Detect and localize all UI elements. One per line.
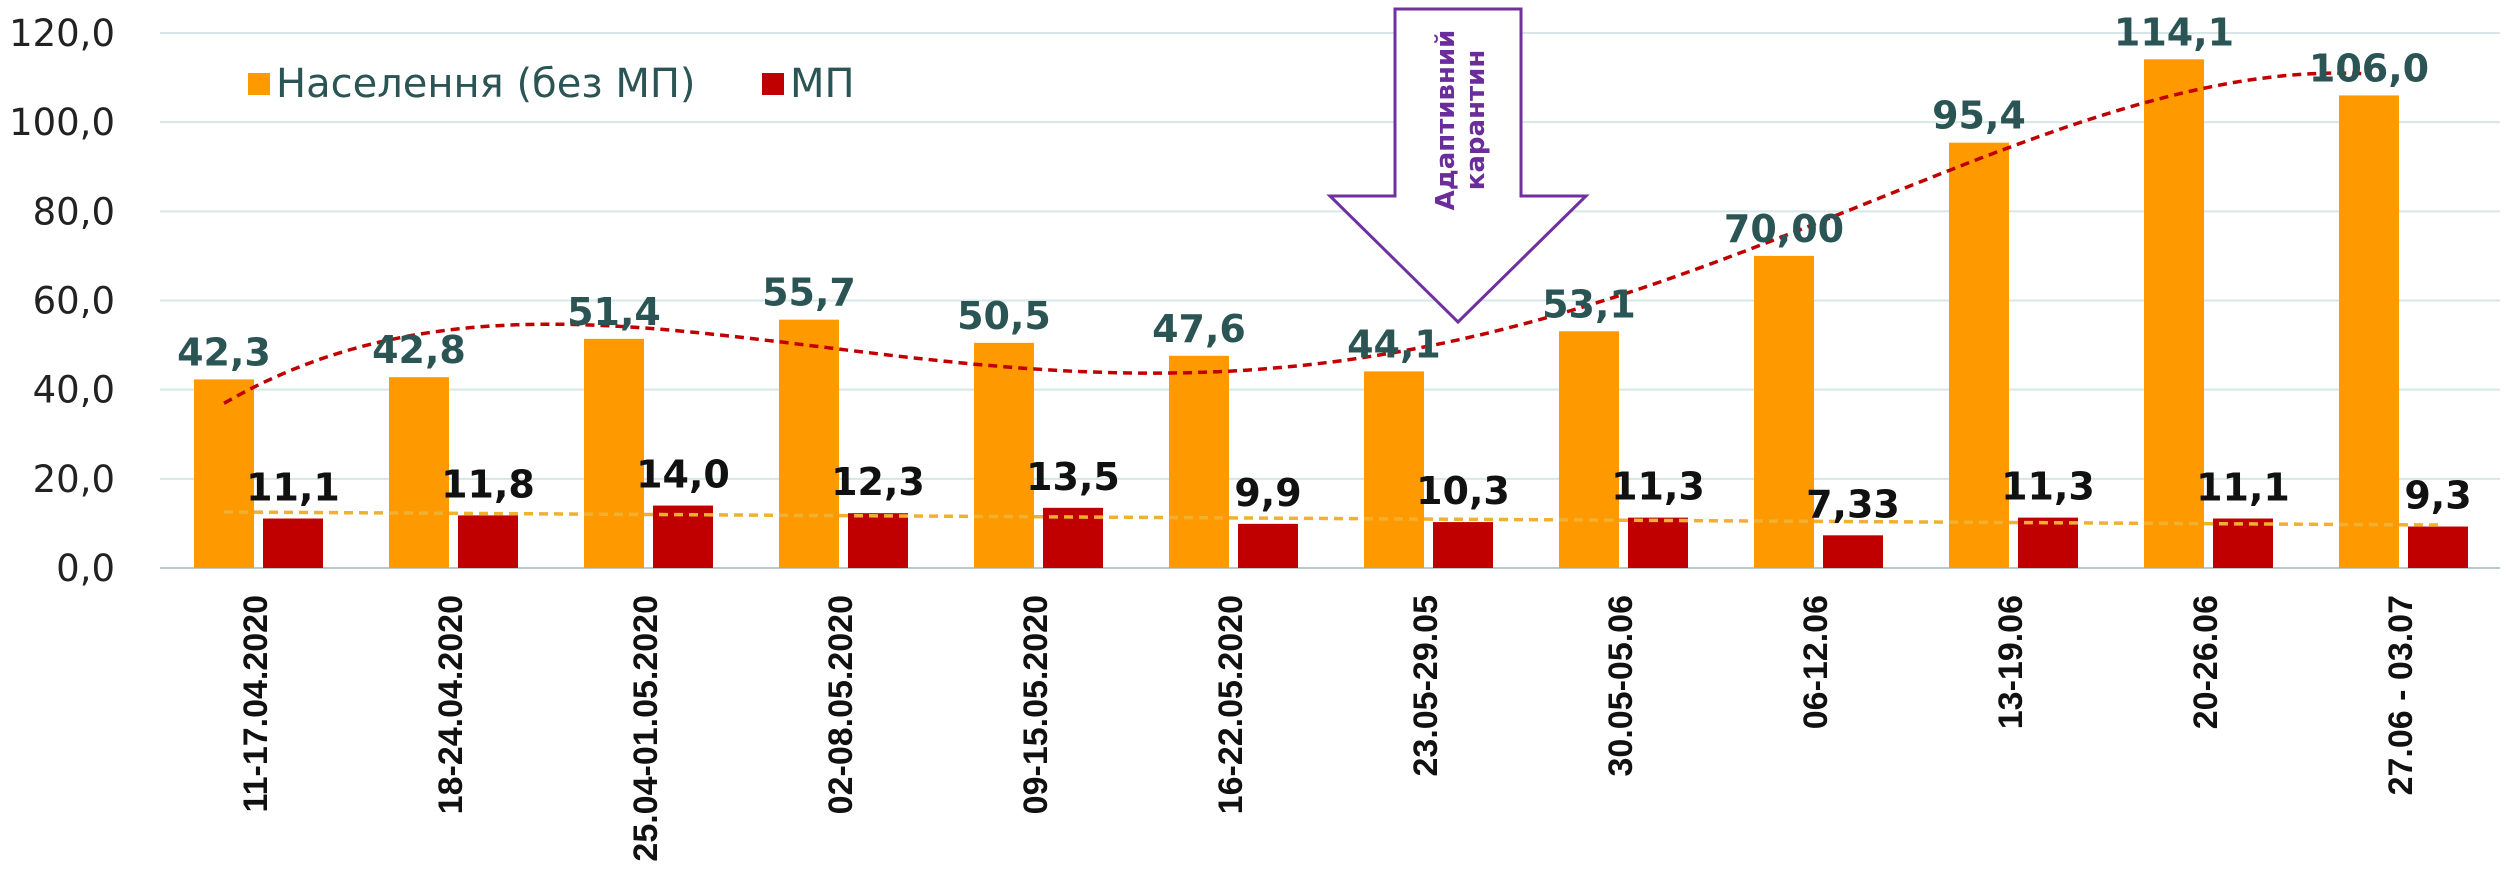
bar-population	[2144, 59, 2204, 568]
annotation-text: Адаптивнийкарантин	[1431, 30, 1491, 211]
legend-swatch-mp	[762, 73, 784, 95]
x-tick-label: 27.06 - 03.07	[2382, 595, 2420, 795]
data-label-mp: 14,0	[636, 453, 730, 497]
data-label-mp: 7,33	[1806, 482, 1900, 526]
data-label-population: 53,1	[1542, 282, 1636, 326]
legend: Населення (без МП) МП	[248, 61, 855, 107]
data-label-mp: 11,3	[1611, 465, 1705, 509]
x-tick-label: 18-24.04.2020	[432, 595, 470, 814]
x-tick-label: 30.05-05.06	[1602, 595, 1640, 777]
y-tick-label: 100,0	[9, 101, 115, 144]
x-tick-label: 11-17.04.2020	[237, 595, 275, 812]
data-label-mp: 10,3	[1416, 469, 1510, 513]
data-label-population: 42,8	[372, 328, 466, 372]
data-label-population: 50,5	[957, 294, 1051, 338]
bar-population	[194, 379, 254, 568]
data-label-population: 95,4	[1932, 94, 2026, 138]
bar-population	[1559, 331, 1619, 568]
x-tick-label: 16-22.05.2020	[1212, 595, 1250, 814]
legend-label-mp: МП	[790, 61, 855, 107]
x-axis: 11-17.04.2020 18-24.04.2020 25.04-01.05.20…	[237, 595, 2420, 862]
gridlines	[160, 32, 2500, 569]
y-tick-label: 40,0	[33, 369, 115, 412]
data-label-mp: 11,1	[2196, 466, 2290, 510]
data-label-population: 47,6	[1152, 307, 1246, 351]
down-arrow-shape	[1326, 7, 1590, 325]
y-tick-label: 120,0	[9, 12, 115, 55]
data-label-mp: 11,3	[2001, 465, 2095, 509]
bar-mp	[263, 518, 323, 568]
x-tick-label: 13-19.06	[1992, 595, 2030, 729]
data-label-mp: 13,5	[1026, 455, 1120, 499]
bar-population	[1169, 355, 1229, 568]
x-tick-label: 02-08.05.2020	[822, 595, 860, 814]
data-labels: 42,3 11,1 42,8 11,8 51,4 14,0 55,7 12,3 50,5 13,5…	[177, 10, 2472, 526]
data-label-population: 114,1	[2114, 10, 2234, 54]
bar-population	[974, 342, 1034, 568]
trendlines	[223, 71, 2439, 527]
adaptive-quarantine-annotation: Адаптивнийкарантин	[1326, 7, 1590, 325]
data-label-mp: 11,1	[246, 466, 340, 510]
bar-mp	[2213, 518, 2273, 568]
annotation-line: Адаптивний	[1431, 30, 1461, 211]
bar-mp	[1238, 523, 1298, 568]
bar-population	[2339, 95, 2399, 569]
data-label-mp: 9,3	[2404, 474, 2471, 518]
data-label-population: 42,3	[177, 330, 271, 374]
mp-trendline	[223, 510, 2439, 527]
bar-population	[584, 338, 644, 568]
data-label-population: 106,0	[2309, 46, 2429, 90]
bar-mp	[1823, 535, 1883, 568]
bar-mp	[1628, 517, 1688, 568]
bar-mp	[2408, 526, 2468, 568]
bar-population	[389, 377, 449, 568]
y-tick-label: 60,0	[33, 280, 115, 323]
bar-mp	[458, 515, 518, 568]
bar-population	[1949, 142, 2009, 569]
y-tick-label: 80,0	[33, 190, 115, 233]
y-tick-label: 20,0	[33, 458, 115, 501]
annotation-line: карантин	[1461, 50, 1491, 191]
x-tick-label: 25.04-01.05.2020	[627, 595, 665, 862]
x-tick-label: 23.05-29.05	[1407, 595, 1445, 777]
bar-mp	[848, 513, 908, 568]
data-label-mp: 12,3	[831, 460, 925, 504]
y-tick-label: 0,0	[56, 547, 115, 590]
bar-mp	[2018, 517, 2078, 568]
data-label-mp: 11,8	[441, 462, 535, 506]
data-label-population: 51,4	[567, 290, 661, 334]
data-label-population: 70,00	[1724, 207, 1844, 251]
bar-mp	[1433, 522, 1493, 568]
data-label-population: 55,7	[762, 271, 856, 315]
population-trendline	[223, 71, 2370, 405]
bar-population	[1364, 371, 1424, 568]
x-tick-label: 06-12.06	[1797, 595, 1835, 729]
legend-label-population: Населення (без МП)	[276, 61, 696, 107]
bars	[194, 59, 2468, 569]
x-tick-label: 20-26.06	[2187, 595, 2225, 729]
data-label-population: 44,1	[1347, 322, 1441, 366]
legend-swatch-population	[248, 73, 270, 95]
data-label-mp: 9,9	[1234, 471, 1301, 515]
bar-population	[779, 319, 839, 568]
x-tick-label: 09-15.05.2020	[1017, 595, 1055, 814]
bar-population	[1754, 255, 1814, 568]
y-axis: 0,0 20,0 40,0 60,0 80,0 100,0 120,0	[9, 12, 115, 590]
